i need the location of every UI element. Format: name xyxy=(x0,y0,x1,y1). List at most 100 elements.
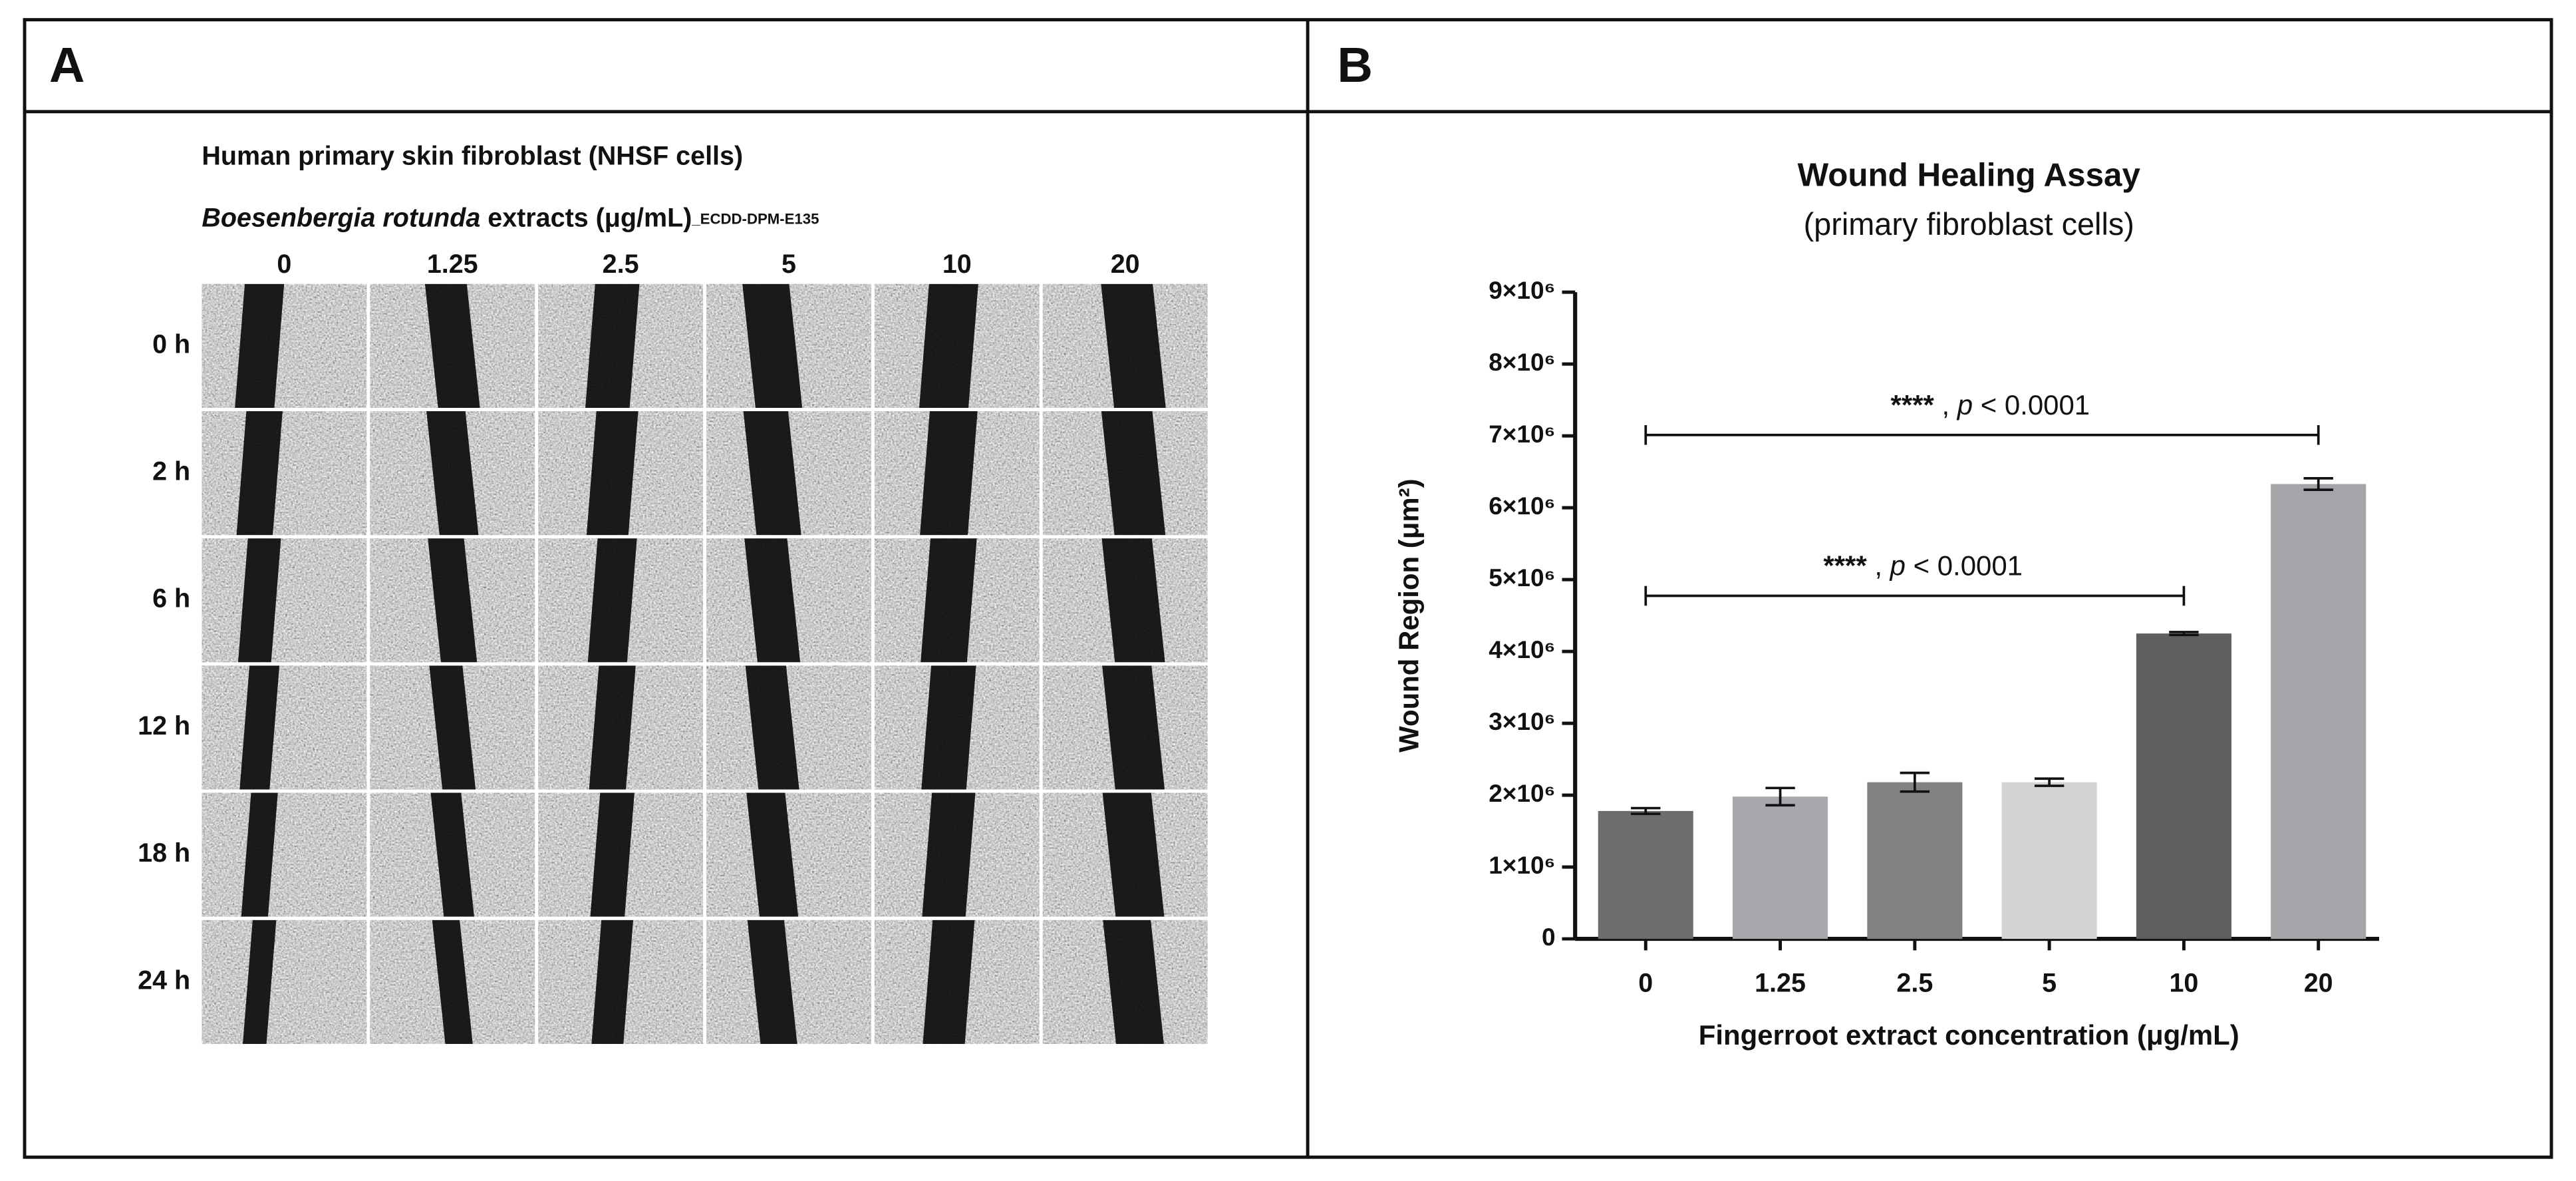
y-tick-label: 6×10⁶ xyxy=(1489,492,1555,520)
micrograph xyxy=(202,411,367,536)
panel-label: B xyxy=(1338,37,1373,92)
error-bar xyxy=(1631,806,1661,816)
wound-gap xyxy=(747,920,797,1044)
y-tick-label: 4×10⁶ xyxy=(1489,636,1555,663)
micrograph xyxy=(202,792,367,917)
significance-label: **** , p < 0.0001 xyxy=(1823,550,2023,582)
wound-gap xyxy=(742,283,803,409)
y-tick-label: 2×10⁶ xyxy=(1489,780,1555,807)
column-label: 10 xyxy=(942,250,972,279)
column-label: 5 xyxy=(782,250,796,279)
wound-gap xyxy=(243,920,277,1044)
wound-gap xyxy=(1102,792,1165,917)
separator: , xyxy=(1867,550,1890,582)
units: extracts (μg/mL) xyxy=(480,204,692,233)
x-tick-label: 5 xyxy=(2042,969,2057,998)
panel-a-subtitle: Boesenbergia rotunda extracts (μg/mL)_EC… xyxy=(202,204,819,233)
wound-gap xyxy=(746,792,799,917)
bar xyxy=(2001,782,2097,939)
p-symbol: p xyxy=(1889,550,1906,582)
chart-subtitle: (primary fibroblast cells) xyxy=(1804,207,2134,242)
wound-gap xyxy=(743,411,801,536)
row-label: 2 h xyxy=(152,457,190,486)
error-bar xyxy=(2169,631,2199,637)
wound-gap xyxy=(591,920,634,1044)
stars: **** xyxy=(1823,550,1867,582)
y-tick-label: 3×10⁶ xyxy=(1489,708,1555,735)
wound-gap xyxy=(921,538,977,663)
bar-chart: 0 1×10⁶ 2×10⁶ 3×10⁶ 4×10⁶ 5×10⁶ 6×10⁶ 7×10⁶ 8×10… xyxy=(1489,277,2379,998)
column-label: 2.5 xyxy=(603,250,639,279)
wound-gap xyxy=(424,283,480,409)
wound-gap xyxy=(237,538,281,663)
micrograph xyxy=(202,665,367,790)
p-symbol: p xyxy=(1956,389,1973,421)
column-label: 1.25 xyxy=(427,250,478,279)
x-tick-label: 2.5 xyxy=(1896,969,1933,998)
wound-gap xyxy=(922,792,976,917)
error-bar xyxy=(2034,777,2065,787)
y-tick-label: 7×10⁶ xyxy=(1489,421,1555,448)
wound-gap xyxy=(585,283,640,409)
x-axis-label: Fingerroot extract concentration (μg/mL) xyxy=(1699,1019,2239,1051)
separator: , xyxy=(1934,389,1957,421)
wound-gap xyxy=(1101,411,1166,536)
wound-gap xyxy=(921,665,976,790)
x-tick-label: 1.25 xyxy=(1755,969,1806,998)
wound-gap xyxy=(241,792,278,917)
row-label: 6 h xyxy=(152,584,190,613)
micrograph xyxy=(202,283,367,409)
micrograph xyxy=(202,920,367,1044)
y-tick-label: 8×10⁶ xyxy=(1489,349,1555,376)
wound-gap xyxy=(430,792,474,917)
wound-gap xyxy=(589,665,636,790)
micrograph-grid: 0 1.25 2.5 5 10 20 0 h 2 h 6 h 12 h 18 h 24 h xyxy=(138,250,1211,1047)
x-tick-label: 10 xyxy=(2169,969,2198,998)
x-tick-label: 20 xyxy=(2304,969,2333,998)
p-value: < 0.0001 xyxy=(1906,550,2023,582)
panel-label: A xyxy=(49,37,84,92)
wound-gap xyxy=(432,920,473,1044)
wound-gap xyxy=(1101,283,1166,409)
row-label: 0 h xyxy=(152,329,190,359)
row-label: 24 h xyxy=(138,965,190,995)
wound-gap xyxy=(239,665,280,790)
chart-title: Wound Healing Assay xyxy=(1798,156,2141,193)
wound-gap xyxy=(590,792,635,917)
wound-gap xyxy=(1101,538,1165,663)
error-bar xyxy=(2303,477,2333,491)
column-label: 20 xyxy=(1111,250,1140,279)
p-value: < 0.0001 xyxy=(1973,389,2090,421)
bar xyxy=(1733,796,1828,939)
wound-gap xyxy=(923,920,975,1044)
y-tick-label: 0 xyxy=(1542,924,1556,951)
frame xyxy=(23,18,2553,1159)
wound-gap xyxy=(236,411,283,536)
wound-gap xyxy=(235,283,285,409)
wound-gap xyxy=(744,538,801,663)
row-label: 12 h xyxy=(138,711,190,741)
wound-gap xyxy=(1102,665,1165,790)
code: _ECDD-DPM-E135 xyxy=(691,210,819,227)
wound-gap xyxy=(428,538,478,663)
wound-gap xyxy=(587,538,637,663)
wound-gap xyxy=(745,665,799,790)
y-tick-label: 9×10⁶ xyxy=(1489,277,1555,304)
y-tick-label: 5×10⁶ xyxy=(1489,564,1555,591)
wound-gap xyxy=(1103,920,1164,1044)
y-tick-label: 1×10⁶ xyxy=(1489,852,1555,879)
wound-gap xyxy=(919,283,978,409)
bar xyxy=(1598,810,1693,939)
significance-label: **** , p < 0.0001 xyxy=(1891,389,2090,421)
wound-gap xyxy=(920,411,978,536)
error-bar xyxy=(1900,771,1930,793)
wound-gap xyxy=(586,411,639,536)
error-bar xyxy=(1765,786,1795,807)
wound-gap xyxy=(429,665,476,790)
y-axis-label: Wound Region (μm²) xyxy=(1393,478,1425,752)
column-label: 0 xyxy=(277,250,291,279)
bar xyxy=(1867,782,1963,939)
wound-gap xyxy=(426,411,479,536)
